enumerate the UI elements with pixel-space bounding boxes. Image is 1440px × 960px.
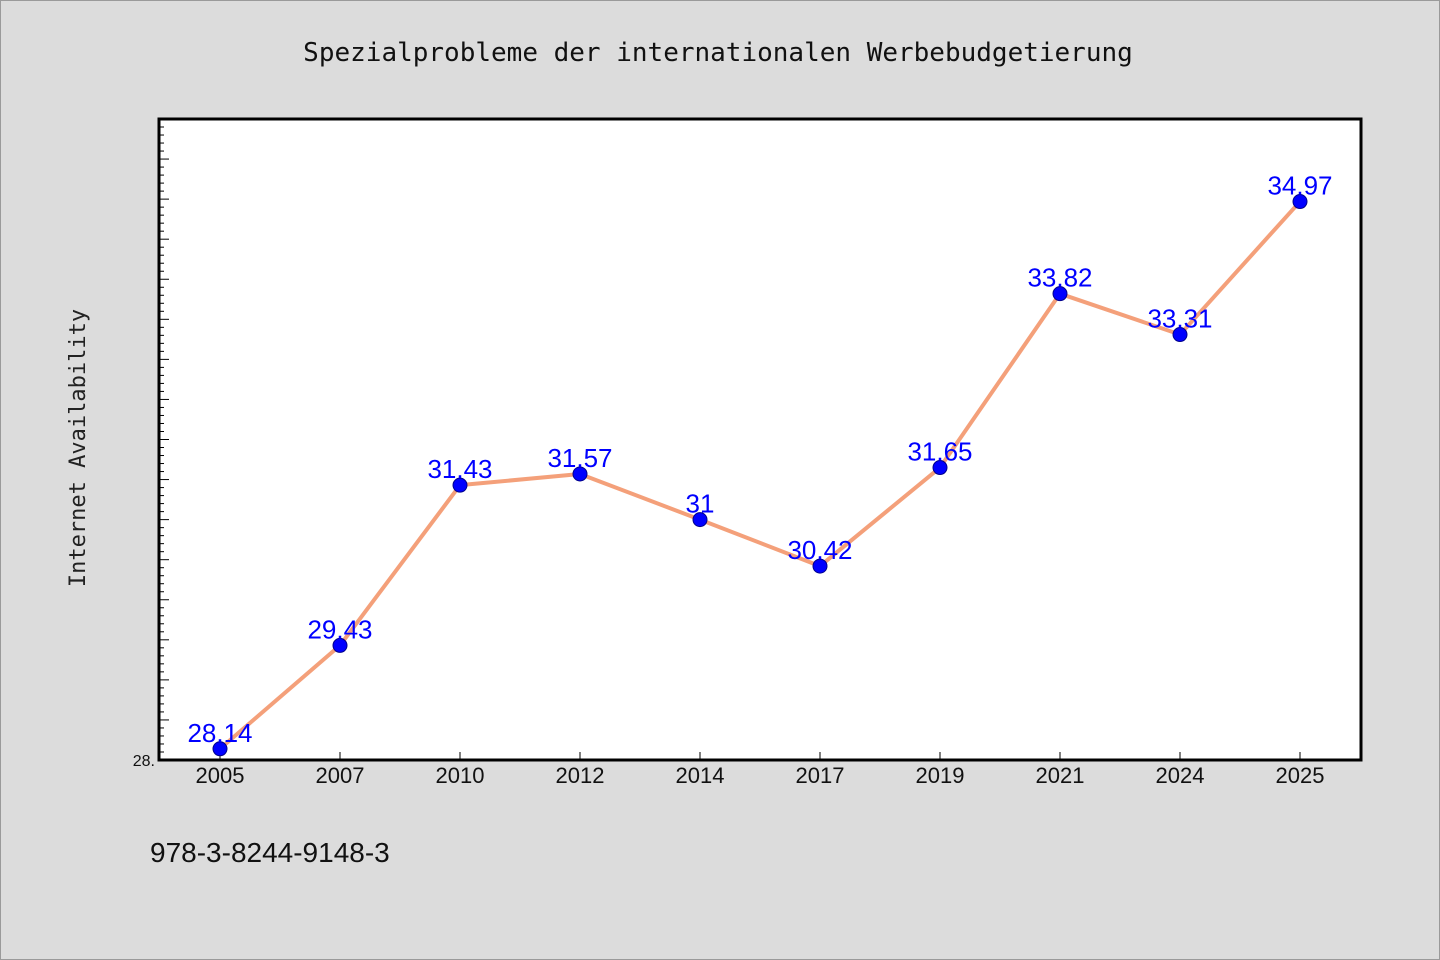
data-point bbox=[812, 558, 828, 574]
data-label: 34.97 bbox=[1267, 171, 1332, 201]
y-axis-label: Internet Availability bbox=[66, 309, 91, 587]
x-tick-label: 2007 bbox=[316, 763, 365, 788]
plot-area bbox=[157, 117, 1363, 762]
x-tick-label: 2024 bbox=[1156, 763, 1205, 788]
data-point bbox=[572, 466, 588, 482]
data-label: 29.43 bbox=[307, 614, 372, 644]
x-tick-label: 2012 bbox=[556, 763, 605, 788]
data-label: 31.65 bbox=[907, 437, 972, 467]
x-tick-label: 2017 bbox=[796, 763, 845, 788]
data-point bbox=[332, 637, 348, 653]
y-tick-label: 28. bbox=[133, 753, 155, 770]
x-tick-label: 2025 bbox=[1276, 763, 1325, 788]
x-tick-label: 2019 bbox=[916, 763, 965, 788]
data-label: 31.57 bbox=[547, 443, 612, 473]
data-point bbox=[1292, 194, 1308, 210]
series-line bbox=[218, 199, 1302, 751]
data-point bbox=[452, 477, 468, 493]
data-point bbox=[1172, 327, 1188, 343]
data-point bbox=[212, 741, 228, 757]
data-point bbox=[932, 460, 948, 476]
chart-title: Spezialprobleme der internationalen Werb… bbox=[303, 38, 1133, 68]
data-label: 28.14 bbox=[187, 718, 252, 748]
x-tick-label: 2021 bbox=[1036, 763, 1085, 788]
data-label: 31 bbox=[686, 489, 715, 519]
data-labels: 28.14 29.43 31.43 31.57 31 30.42 31.65 33.82 33.… bbox=[187, 171, 1332, 748]
data-label: 33.82 bbox=[1027, 263, 1092, 293]
data-markers bbox=[212, 194, 1308, 757]
data-label: 31.43 bbox=[427, 454, 492, 484]
series-line-group bbox=[218, 199, 1302, 751]
y-axis-ticks: 28. bbox=[133, 126, 169, 770]
x-tick-label: 2014 bbox=[676, 763, 725, 788]
x-tick-label: 2010 bbox=[436, 763, 485, 788]
x-tick-label: 2005 bbox=[196, 763, 245, 788]
data-point bbox=[692, 512, 708, 528]
data-label: 30.42 bbox=[787, 535, 852, 565]
data-point bbox=[1052, 286, 1068, 302]
data-label: 33.31 bbox=[1147, 304, 1212, 334]
isbn-text: 978-3-8244-9148-3 bbox=[150, 837, 390, 868]
x-axis-ticks: 2005 2007 2010 2012 2014 2017 2019 2021 2024 2025 bbox=[196, 752, 1325, 788]
